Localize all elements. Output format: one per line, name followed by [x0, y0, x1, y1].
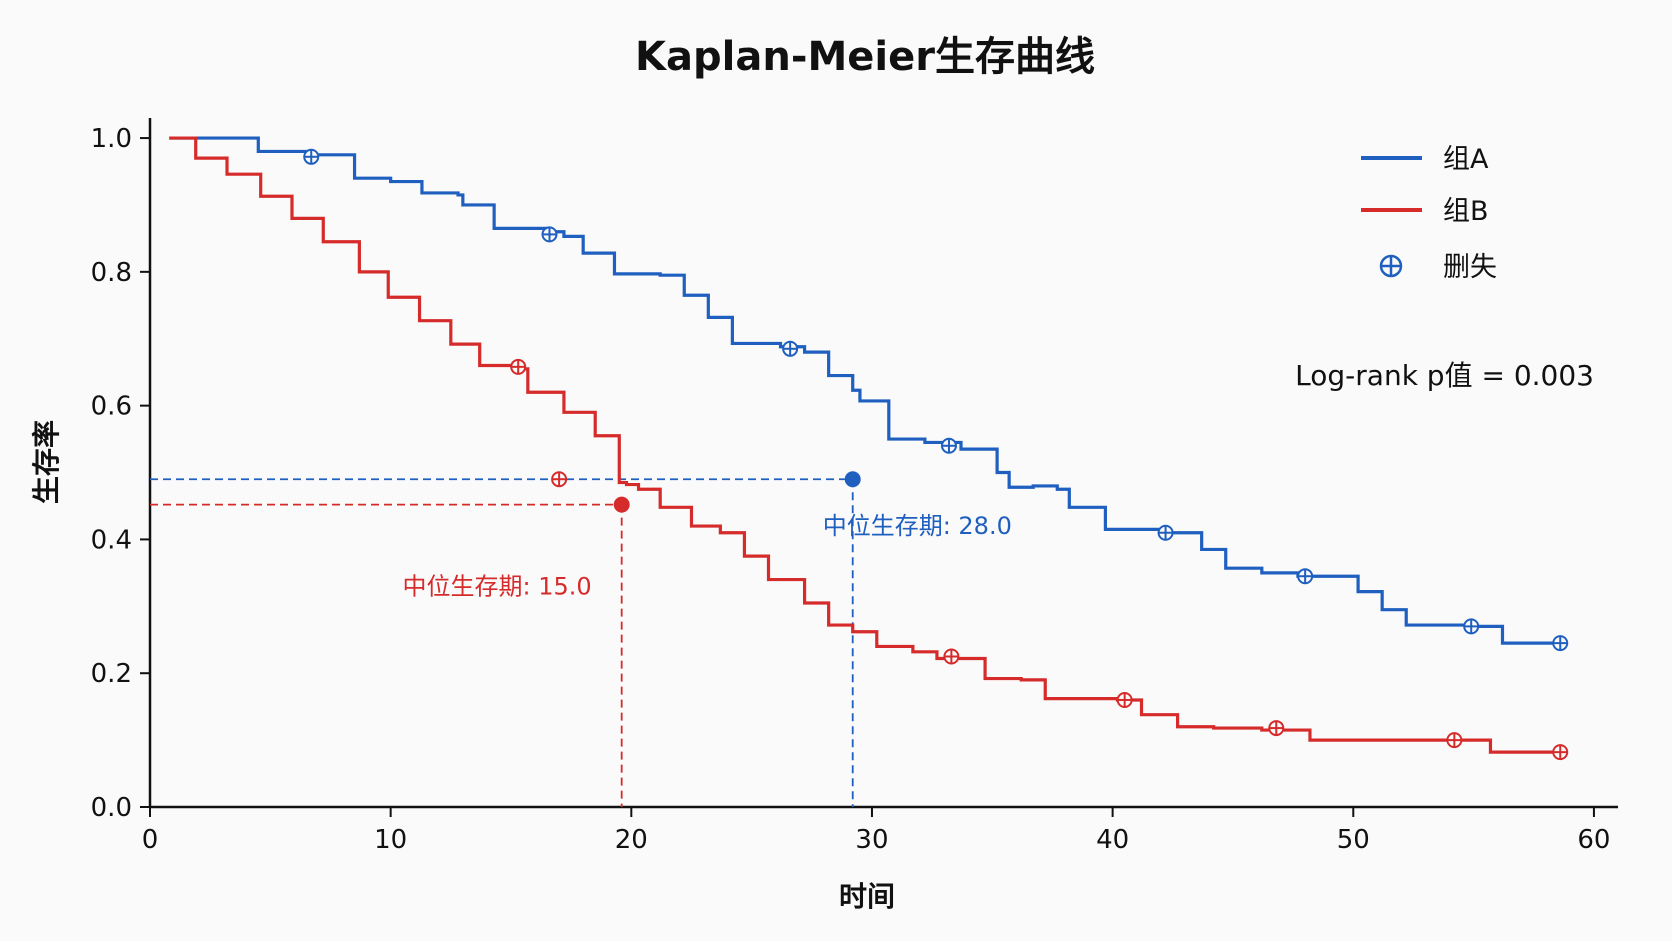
legend-label-group-b: 组B — [1443, 196, 1489, 227]
median-annotations: 中位生存期: 28.0 中位生存期: 15.0 — [403, 471, 1012, 601]
censor-marker — [541, 226, 558, 243]
axes — [148, 118, 1618, 809]
median-reference-lines — [150, 478, 854, 807]
censor-marker — [940, 437, 957, 454]
x-axis-label: 时间 — [839, 880, 895, 913]
median-label-0: 中位生存期: 28.0 — [823, 512, 1012, 540]
survival-curves — [169, 136, 1568, 754]
censor-marker — [551, 471, 568, 488]
censor-marker — [1116, 691, 1133, 708]
x-tick-label: 30 — [855, 825, 888, 855]
y-tick-label: 1.0 — [91, 124, 132, 154]
censor-marker — [1552, 635, 1569, 652]
legend-label-group-a: 组A — [1443, 144, 1489, 175]
legend-label-censored: 删失 — [1443, 252, 1497, 283]
survival-curve-0 — [169, 136, 1568, 645]
censor-marker — [510, 358, 527, 375]
censor-marker — [1446, 732, 1463, 749]
legend-censor-icon — [1379, 254, 1403, 278]
censor-marker — [1268, 720, 1285, 737]
x-tick-label: 10 — [374, 825, 407, 855]
censor-marker — [1297, 568, 1314, 585]
chart-title: Kaplan-Meier生存曲线 — [635, 34, 1095, 80]
survival-curve-1 — [169, 136, 1568, 754]
logrank-pvalue: Log-rank p值 = 0.003 — [1295, 359, 1594, 392]
x-tick-label: 0 — [142, 825, 159, 855]
censor-marker — [1157, 524, 1174, 541]
x-tick-label: 40 — [1096, 825, 1129, 855]
y-tick-label: 0.0 — [91, 793, 132, 823]
censor-marker — [943, 648, 960, 665]
x-tick-label: 20 — [615, 825, 648, 855]
y-axis-label: 生存率 — [30, 420, 63, 504]
y-tick-label: 0.8 — [91, 258, 132, 288]
censor-marker — [1552, 744, 1569, 761]
median-label-1: 中位生存期: 15.0 — [403, 573, 592, 601]
y-tick-label: 0.4 — [91, 525, 132, 555]
x-ticks: 0 10 20 30 40 50 60 — [142, 807, 1610, 855]
median-point-1 — [613, 496, 630, 513]
median-point-0 — [844, 471, 861, 488]
y-tick-label: 0.2 — [91, 659, 132, 689]
legend: 组A 组B 删失 — [1361, 144, 1497, 283]
y-ticks: 0.0 0.2 0.4 0.6 0.8 1.0 — [91, 124, 150, 823]
censor-marker — [782, 340, 799, 357]
censor-markers — [303, 148, 1569, 761]
censor-marker — [1463, 618, 1480, 635]
y-tick-label: 0.6 — [91, 392, 132, 422]
x-tick-label: 50 — [1337, 825, 1370, 855]
censor-marker — [303, 148, 320, 165]
x-tick-label: 60 — [1577, 825, 1610, 855]
